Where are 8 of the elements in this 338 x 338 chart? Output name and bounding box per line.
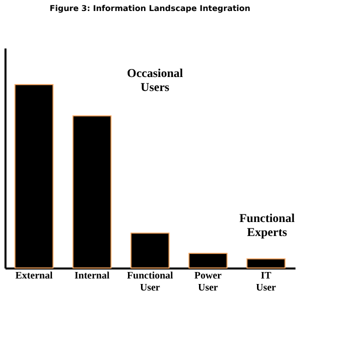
x-tick-label: IT User (256, 270, 277, 294)
x-tick-label: Functional User (126, 270, 174, 294)
x-tick-label: External (15, 270, 53, 282)
x-tick-label: Internal (74, 270, 110, 282)
chart-title: Figure 3: Information Landscape Integration (50, 4, 251, 13)
annotation: Functional Experts (239, 211, 296, 239)
x-tick-label: Power User (194, 270, 222, 294)
annotation: Occasional Users (127, 66, 184, 94)
